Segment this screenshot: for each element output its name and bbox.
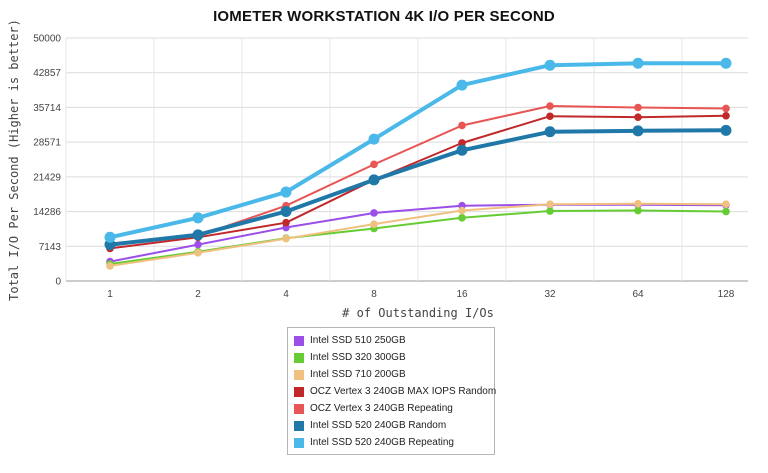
data-point	[106, 262, 114, 270]
y-tick-label: 42857	[33, 68, 61, 79]
x-tick-label: 32	[544, 289, 556, 300]
data-point	[280, 206, 292, 218]
legend-item: Intel SSD 520 240GB Repeating	[288, 434, 494, 451]
data-point	[634, 103, 642, 112]
legend-swatch	[294, 369, 304, 380]
data-point	[632, 125, 644, 137]
data-point	[194, 240, 202, 249]
data-point	[722, 200, 730, 209]
data-point	[720, 57, 732, 69]
legend-label: Intel SSD 520 240GB Random	[310, 420, 447, 431]
data-point	[546, 112, 554, 121]
y-tick-label: 50000	[33, 34, 61, 45]
series-line	[109, 202, 727, 267]
x-tick-label: 128	[718, 289, 735, 300]
chart-title: IOMETER WORKSTATION 4K I/O PER SECOND	[213, 8, 555, 25]
data-point	[634, 113, 642, 122]
series-group	[104, 124, 732, 251]
data-point	[632, 57, 644, 69]
legend-item: OCZ Vertex 3 240GB MAX IOPS Random	[288, 383, 497, 400]
data-point	[544, 59, 556, 71]
data-point	[282, 234, 290, 243]
data-point	[634, 199, 642, 208]
y-tick-label: 21429	[33, 172, 61, 183]
data-point	[280, 186, 292, 198]
data-point	[194, 249, 202, 257]
legend-swatch	[294, 403, 304, 414]
y-tick-label: 14286	[33, 207, 61, 218]
data-point	[192, 212, 204, 224]
legend-item: Intel SSD 320 300GB	[288, 349, 494, 366]
series-line	[109, 61, 726, 240]
data-point	[544, 126, 556, 138]
legend-item: OCZ Vertex 3 240GB Repeating	[288, 400, 494, 417]
data-point	[546, 200, 554, 209]
data-point	[368, 174, 380, 186]
y-tick-label: 28571	[33, 138, 61, 149]
chart-legend: Intel SSD 510 250GB Intel SSD 320 300GB In…	[287, 327, 497, 455]
axis-layer: 0 7143 14286 21429 28571 35714 42857 50000 1 2 4 8 1…	[33, 34, 735, 301]
legend-swatch	[294, 386, 304, 397]
legend-label: Intel SSD 710 200GB	[310, 369, 406, 380]
data-point	[546, 102, 554, 110]
data-point	[458, 206, 466, 215]
data-point	[720, 124, 732, 136]
legend-label: OCZ Vertex 3 240GB MAX IOPS Random	[310, 386, 497, 397]
data-point	[458, 121, 466, 130]
data-point	[192, 229, 204, 241]
legend-label: OCZ Vertex 3 240GB Repeating	[310, 403, 453, 414]
line-chart: 0 7143 14286 21429 28571 35714 42857 50000 1 2 4 8 1…	[7, 19, 748, 320]
data-point	[634, 206, 642, 215]
data-point	[546, 207, 554, 215]
legend-label: Intel SSD 510 250GB	[310, 335, 406, 346]
series-group	[106, 199, 730, 270]
x-axis-title: # of Outstanding I/Os	[342, 306, 494, 320]
legend-item: Intel SSD 520 240GB Random	[288, 417, 494, 434]
x-tick-label: 1	[107, 289, 113, 300]
data-point	[722, 207, 730, 216]
x-tick-label: 64	[632, 289, 644, 300]
legend-swatch	[294, 437, 304, 448]
legend-item: Intel SSD 510 250GB	[288, 332, 494, 349]
data-point	[458, 139, 466, 147]
legend-swatch	[294, 335, 304, 346]
data-point	[370, 209, 378, 217]
data-point	[104, 231, 116, 243]
data-point	[456, 144, 468, 156]
legend-swatch	[294, 420, 304, 431]
x-tick-label: 16	[456, 289, 468, 300]
data-point	[368, 133, 380, 145]
legend-item: Intel SSD 710 200GB	[288, 366, 494, 383]
series-layer	[104, 57, 732, 270]
y-axis-title: Total I/O Per Second (Higher is better)	[7, 19, 21, 301]
grid-layer	[65, 37, 748, 282]
series-line	[109, 114, 727, 250]
data-point	[458, 214, 466, 222]
series-group	[104, 57, 732, 243]
series-line	[109, 128, 727, 247]
data-point	[722, 111, 730, 120]
y-tick-label: 7143	[39, 242, 62, 253]
data-point	[370, 220, 378, 228]
data-point	[722, 104, 730, 113]
y-tick-label: 35714	[33, 103, 61, 114]
x-tick-label: 2	[195, 289, 201, 300]
data-point	[282, 218, 290, 227]
legend-swatch	[294, 352, 304, 363]
legend-label: Intel SSD 520 240GB Repeating	[310, 437, 454, 448]
y-tick-label: 0	[55, 277, 61, 288]
x-tick-label: 8	[371, 289, 377, 300]
data-point	[456, 79, 468, 91]
data-point	[370, 160, 378, 169]
legend-label: Intel SSD 320 300GB	[310, 352, 406, 363]
x-tick-label: 4	[283, 289, 289, 300]
